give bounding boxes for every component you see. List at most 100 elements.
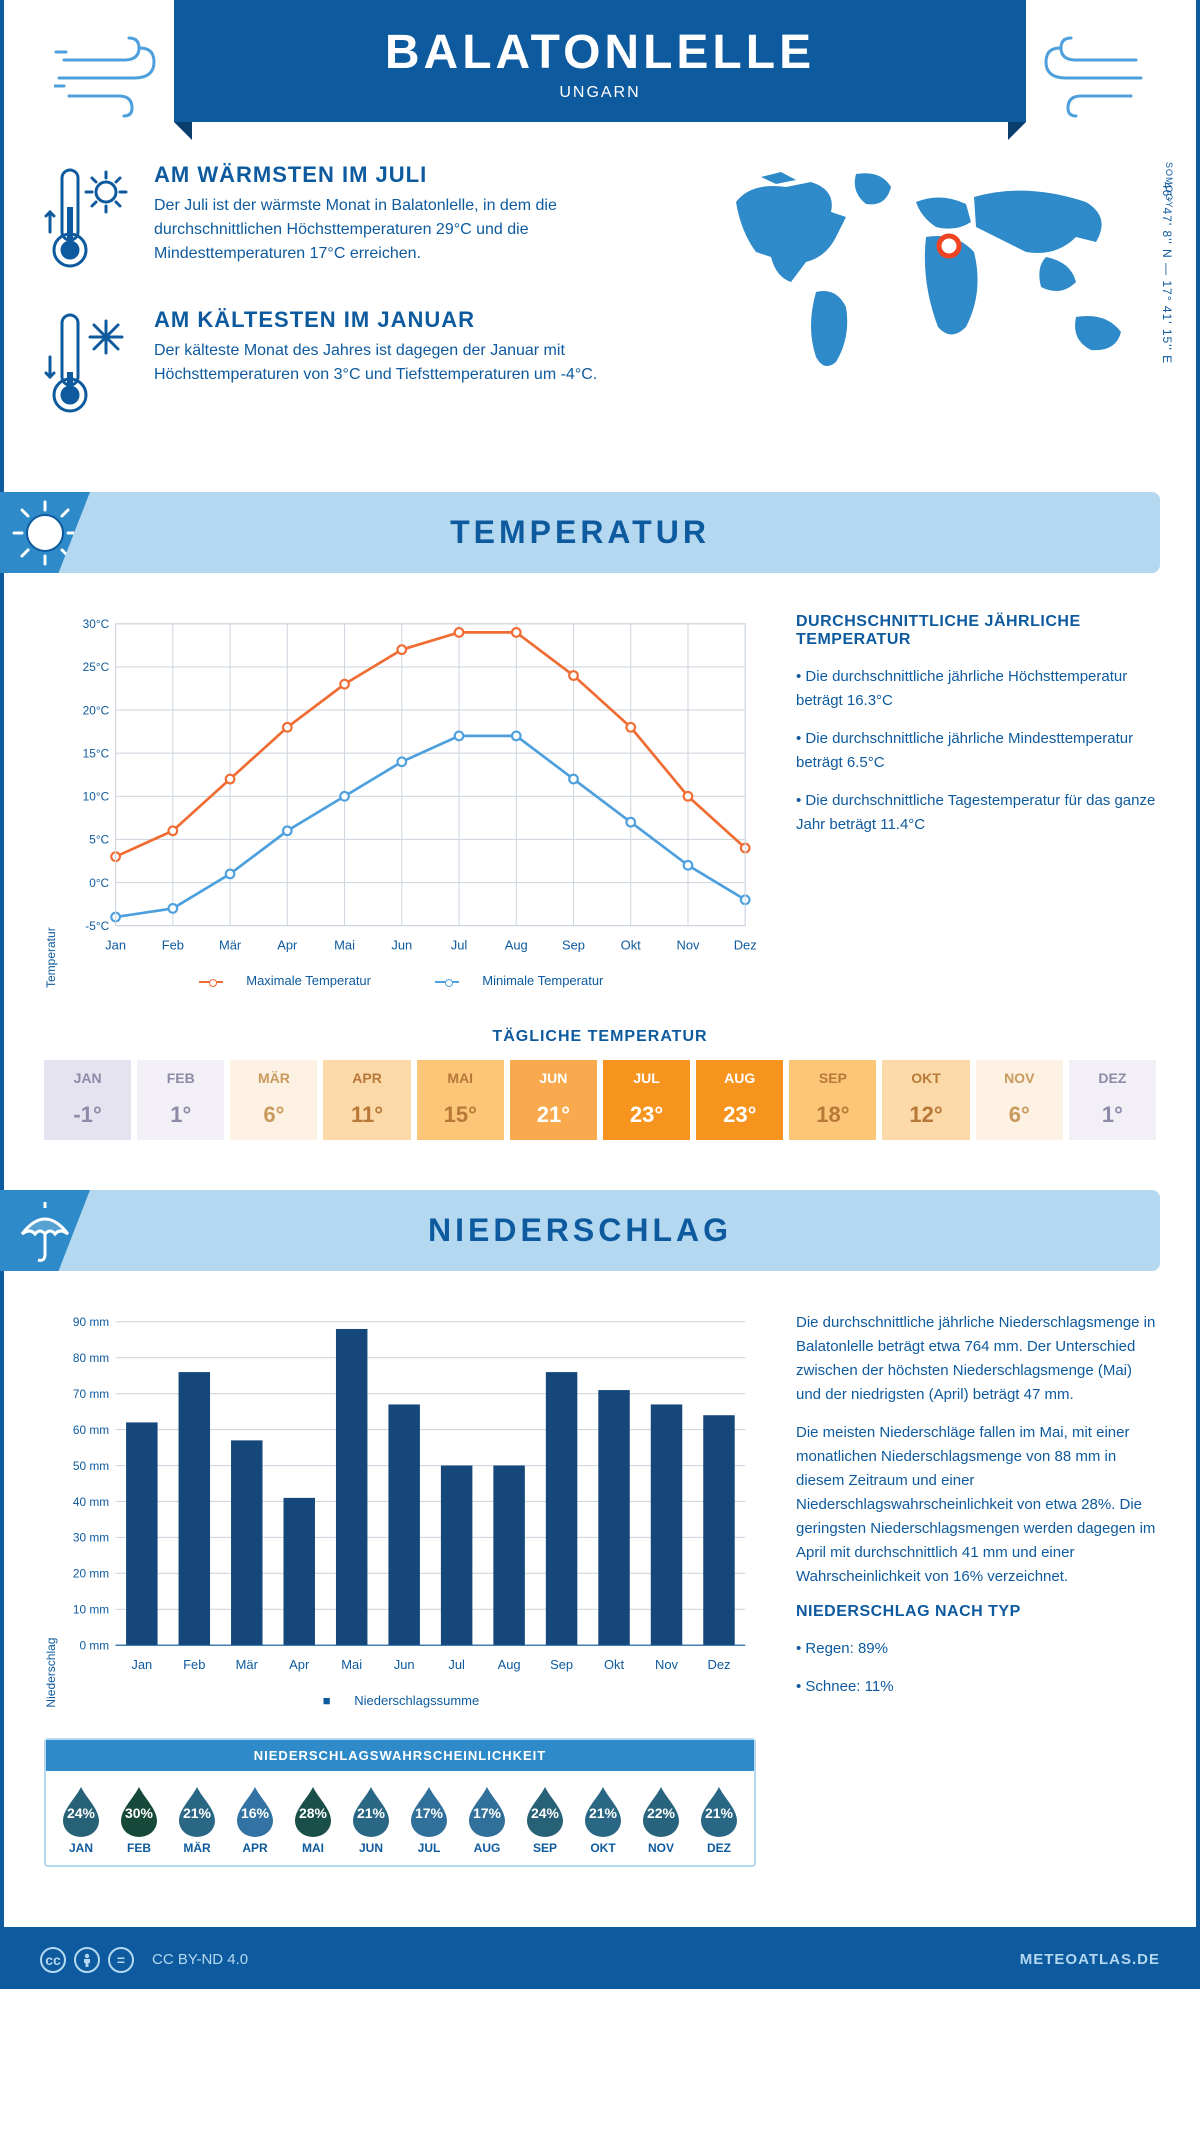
svg-text:80 mm: 80 mm bbox=[73, 1351, 109, 1365]
world-map bbox=[716, 162, 1156, 382]
temp-bullet: • Die durchschnittliche jährliche Höchst… bbox=[796, 665, 1156, 713]
svg-text:70 mm: 70 mm bbox=[73, 1387, 109, 1401]
prob-drop: 21% MÄR bbox=[170, 1785, 224, 1855]
prob-drop: 21% OKT bbox=[576, 1785, 630, 1855]
daily-cell: JUL23° bbox=[603, 1060, 690, 1140]
svg-text:Feb: Feb bbox=[162, 937, 184, 952]
temperature-section-title: TEMPERATUR bbox=[0, 492, 1160, 573]
svg-text:Dez: Dez bbox=[707, 1657, 730, 1672]
svg-text:30 mm: 30 mm bbox=[73, 1531, 109, 1545]
svg-text:90 mm: 90 mm bbox=[73, 1315, 109, 1329]
svg-text:Sep: Sep bbox=[562, 937, 585, 952]
svg-text:Mär: Mär bbox=[236, 1657, 259, 1672]
svg-text:Jul: Jul bbox=[448, 1657, 465, 1672]
nd-icon: = bbox=[108, 1947, 134, 1973]
daily-cell: JAN-1° bbox=[44, 1060, 131, 1140]
daily-cell: MAI15° bbox=[417, 1060, 504, 1140]
footer: cc = CC BY-ND 4.0 METEOATLAS.DE bbox=[0, 1931, 1200, 1989]
header: BALATONLELLE UNGARN bbox=[174, 0, 1026, 122]
temperature-chart: Temperatur -5°C0°C5°C10°C15°C20°C25°C30°… bbox=[44, 613, 756, 988]
svg-text:10 mm: 10 mm bbox=[73, 1603, 109, 1617]
svg-text:Okt: Okt bbox=[621, 937, 642, 952]
precip-legend: ■ Niederschlagssumme bbox=[66, 1693, 756, 1708]
coords-label: 46° 47' 8'' N — 17° 41' 15'' E bbox=[1160, 182, 1174, 364]
prob-drop: 24% JAN bbox=[54, 1785, 108, 1855]
thermometer-hot-icon bbox=[44, 162, 134, 277]
brand: METEOATLAS.DE bbox=[1020, 1951, 1160, 1968]
daily-temp-grid: JAN-1° FEB1° MÄR6° APR11° MAI15° JUN21° … bbox=[44, 1060, 1156, 1140]
svg-text:Jul: Jul bbox=[451, 937, 468, 952]
page-subtitle: UNGARN bbox=[174, 84, 1026, 102]
daily-cell: NOV6° bbox=[976, 1060, 1063, 1140]
prob-drop: 16% APR bbox=[228, 1785, 282, 1855]
coldest-title: AM KÄLTESTEN IM JANUAR bbox=[154, 307, 676, 333]
svg-text:Jun: Jun bbox=[391, 937, 412, 952]
prob-drop: 30% FEB bbox=[112, 1785, 166, 1855]
sun-icon bbox=[10, 498, 80, 568]
temp-bullet: • Die durchschnittliche jährliche Mindes… bbox=[796, 727, 1156, 775]
warmest-title: AM WÄRMSTEN IM JULI bbox=[154, 162, 676, 188]
svg-text:10°C: 10°C bbox=[83, 790, 110, 804]
svg-text:Sep: Sep bbox=[550, 1657, 573, 1672]
daily-cell: AUG23° bbox=[696, 1060, 783, 1140]
cc-icon: cc bbox=[40, 1947, 66, 1973]
warmest-block: AM WÄRMSTEN IM JULI Der Juli ist der wär… bbox=[44, 162, 676, 277]
prob-drop: 21% DEZ bbox=[692, 1785, 746, 1855]
daily-cell: JUN21° bbox=[510, 1060, 597, 1140]
precip-type-bullet: • Schnee: 11% bbox=[796, 1675, 1156, 1699]
warmest-text: Der Juli ist der wärmste Monat in Balato… bbox=[154, 194, 676, 266]
prob-drop: 17% AUG bbox=[460, 1785, 514, 1855]
daily-cell: OKT12° bbox=[882, 1060, 969, 1140]
daily-cell: MÄR6° bbox=[230, 1060, 317, 1140]
svg-text:Feb: Feb bbox=[183, 1657, 205, 1672]
coldest-block: AM KÄLTESTEN IM JANUAR Der kälteste Mona… bbox=[44, 307, 676, 422]
temp-legend: Maximale Temperatur Minimale Temperatur bbox=[66, 973, 756, 988]
prob-drop: 22% NOV bbox=[634, 1785, 688, 1855]
precip-chart: 0 mm 10 mm 20 mm 30 mm 40 mm 50 mm 60 mm 70 mm 8… bbox=[66, 1311, 756, 1678]
precip-text: Die durchschnittliche jährliche Niedersc… bbox=[796, 1311, 1156, 1407]
daily-temp-title: TÄGLICHE TEMPERATUR bbox=[44, 1028, 1156, 1046]
svg-text:Mär: Mär bbox=[219, 937, 242, 952]
svg-text:Jun: Jun bbox=[394, 1657, 415, 1672]
svg-text:50 mm: 50 mm bbox=[73, 1459, 109, 1473]
svg-text:Aug: Aug bbox=[505, 937, 528, 952]
precip-section-title: NIEDERSCHLAG bbox=[0, 1190, 1160, 1271]
svg-text:Apr: Apr bbox=[277, 937, 298, 952]
svg-text:Mai: Mai bbox=[341, 1657, 362, 1672]
precip-type-title: NIEDERSCHLAG NACH TYP bbox=[796, 1603, 1156, 1621]
svg-text:25°C: 25°C bbox=[83, 660, 110, 674]
prob-drop: 24% SEP bbox=[518, 1785, 572, 1855]
svg-text:20 mm: 20 mm bbox=[73, 1567, 109, 1581]
svg-text:Aug: Aug bbox=[498, 1657, 521, 1672]
svg-text:20°C: 20°C bbox=[83, 703, 110, 717]
svg-text:Jan: Jan bbox=[105, 937, 126, 952]
temp-bullet: • Die durchschnittliche Tagestemperatur … bbox=[796, 789, 1156, 837]
prob-drop: 28% MAI bbox=[286, 1785, 340, 1855]
svg-text:Nov: Nov bbox=[676, 937, 700, 952]
page-title: BALATONLELLE bbox=[174, 25, 1026, 80]
coldest-text: Der kälteste Monat des Jahres ist dagege… bbox=[154, 339, 676, 387]
svg-text:Mai: Mai bbox=[334, 937, 355, 952]
svg-text:Nov: Nov bbox=[655, 1657, 679, 1672]
svg-text:40 mm: 40 mm bbox=[73, 1495, 109, 1509]
wind-icon bbox=[54, 30, 164, 125]
license-text: CC BY-ND 4.0 bbox=[152, 1951, 248, 1968]
prob-drop: 17% JUL bbox=[402, 1785, 456, 1855]
daily-cell: APR11° bbox=[323, 1060, 410, 1140]
svg-text:0°C: 0°C bbox=[89, 876, 109, 890]
wind-icon bbox=[1036, 30, 1146, 125]
prob-drop: 21% JUN bbox=[344, 1785, 398, 1855]
svg-text:60 mm: 60 mm bbox=[73, 1423, 109, 1437]
daily-cell: DEZ1° bbox=[1069, 1060, 1156, 1140]
precip-text: Die meisten Niederschläge fallen im Mai,… bbox=[796, 1421, 1156, 1589]
precip-type-bullet: • Regen: 89% bbox=[796, 1637, 1156, 1661]
svg-text:Apr: Apr bbox=[289, 1657, 310, 1672]
daily-cell: SEP18° bbox=[789, 1060, 876, 1140]
svg-text:15°C: 15°C bbox=[83, 746, 110, 760]
svg-text:0 mm: 0 mm bbox=[80, 1639, 110, 1653]
daily-cell: FEB1° bbox=[137, 1060, 224, 1140]
temp-side-title: DURCHSCHNITTLICHE JÄHRLICHE TEMPERATUR bbox=[796, 613, 1156, 649]
svg-text:Jan: Jan bbox=[131, 1657, 152, 1672]
svg-text:30°C: 30°C bbox=[83, 617, 110, 631]
svg-text:5°C: 5°C bbox=[89, 833, 109, 847]
